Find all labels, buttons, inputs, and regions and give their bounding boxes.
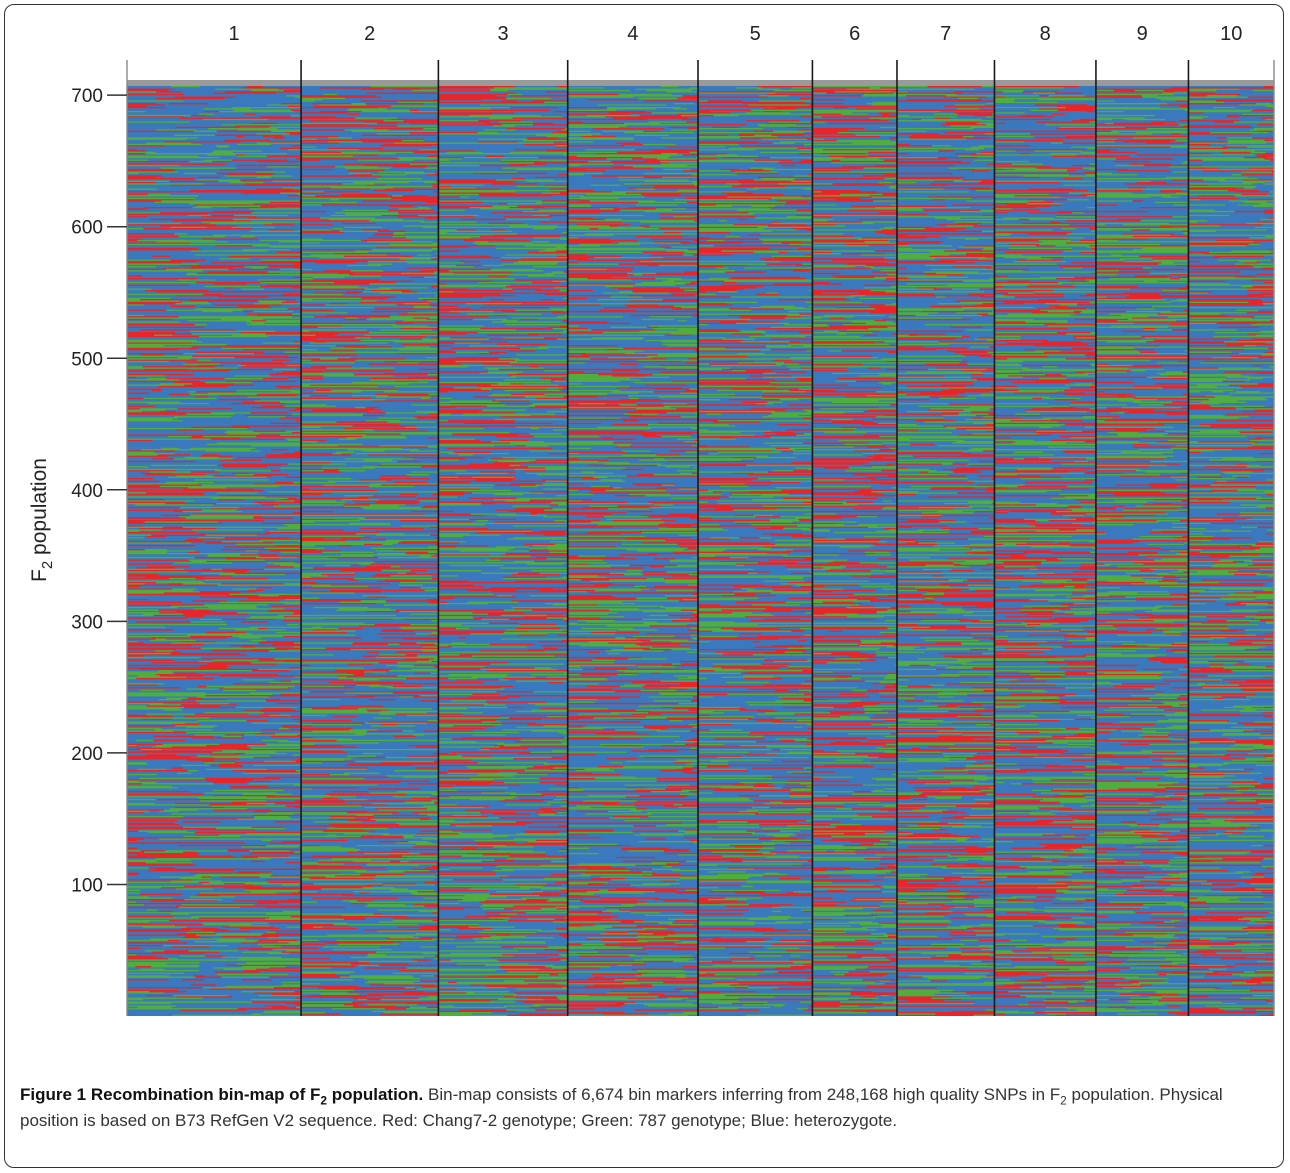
genotype-segments-chr2-red	[301, 82, 439, 1015]
y-tick-label-200: 200	[71, 744, 103, 765]
top-strip	[127, 80, 1274, 86]
genotype-segments-chr10-green	[1188, 84, 1274, 1011]
genotype-segments-chr10-red	[1188, 82, 1274, 1016]
genotype-segments-chr1-green	[126, 83, 302, 1016]
chromosome-label-10: 10	[1220, 23, 1242, 45]
genotype-segments-chr7-green	[897, 82, 995, 1016]
chromosome-label-1: 1	[228, 23, 239, 45]
y-axis: 100 200 300 400 500 600 700	[71, 86, 127, 896]
chromosome-label-7: 7	[940, 23, 951, 45]
genotype-segments-chr3-red	[438, 83, 568, 1016]
y-tick-label-300: 300	[71, 612, 103, 633]
caption-body: Bin-map consists of 6,674 bin markers in…	[20, 1085, 1223, 1130]
y-tick-label-600: 600	[71, 218, 103, 239]
chromosome-label-9: 9	[1137, 23, 1148, 45]
genotype-segments-chr7-red	[897, 83, 995, 1016]
figure-frame	[4, 4, 1284, 1168]
bin-map-heatmap	[126, 80, 1274, 1016]
genotype-segments-chr4-green	[567, 85, 699, 1016]
genotype-segments-chr9-green	[1095, 82, 1189, 1015]
y-tick-label-100: 100	[71, 875, 103, 896]
figure-caption: Figure 1 Recombination bin-map of F2 pop…	[20, 1083, 1270, 1132]
y-tick-label-500: 500	[71, 349, 103, 370]
genotype-segments-chr6-red	[812, 82, 897, 1013]
y-tick-label-400: 400	[71, 481, 103, 502]
chromosome-label-2: 2	[364, 23, 375, 45]
chromosome-dividers	[126, 60, 1275, 1016]
genotype-segments-chr1-red	[126, 82, 302, 1011]
genotype-segments-chr4-red	[567, 82, 699, 1015]
genotype-segments-chr2-green	[301, 82, 439, 1014]
genotype-segments-chr8-green	[994, 82, 1096, 1015]
chromosome-label-4: 4	[627, 23, 638, 45]
chromosome-label-6: 6	[849, 23, 860, 45]
caption-title: Figure 1 Recombination bin-map of F2 pop…	[20, 1085, 424, 1108]
genotype-segments-chr5-red	[698, 83, 813, 1016]
bin-map-figure: 1 2 3 4 5 6 7 8 9 10 100 200 300 400 500 600 700 F2 pop…	[28, 23, 1275, 1016]
y-axis-label: F2 population	[28, 458, 56, 582]
genotype-segments-chr5-green	[698, 83, 813, 1016]
chromosome-label-3: 3	[497, 23, 508, 45]
genotype-segments-chr6-green	[812, 82, 897, 1014]
y-tick-label-700: 700	[71, 86, 103, 107]
chromosome-labels: 1 2 3 4 5 6 7 8 9 10	[228, 23, 1242, 45]
chromosome-label-5: 5	[750, 23, 761, 45]
genotype-segments-chr3-green	[438, 82, 568, 1016]
chromosome-label-8: 8	[1040, 23, 1051, 45]
